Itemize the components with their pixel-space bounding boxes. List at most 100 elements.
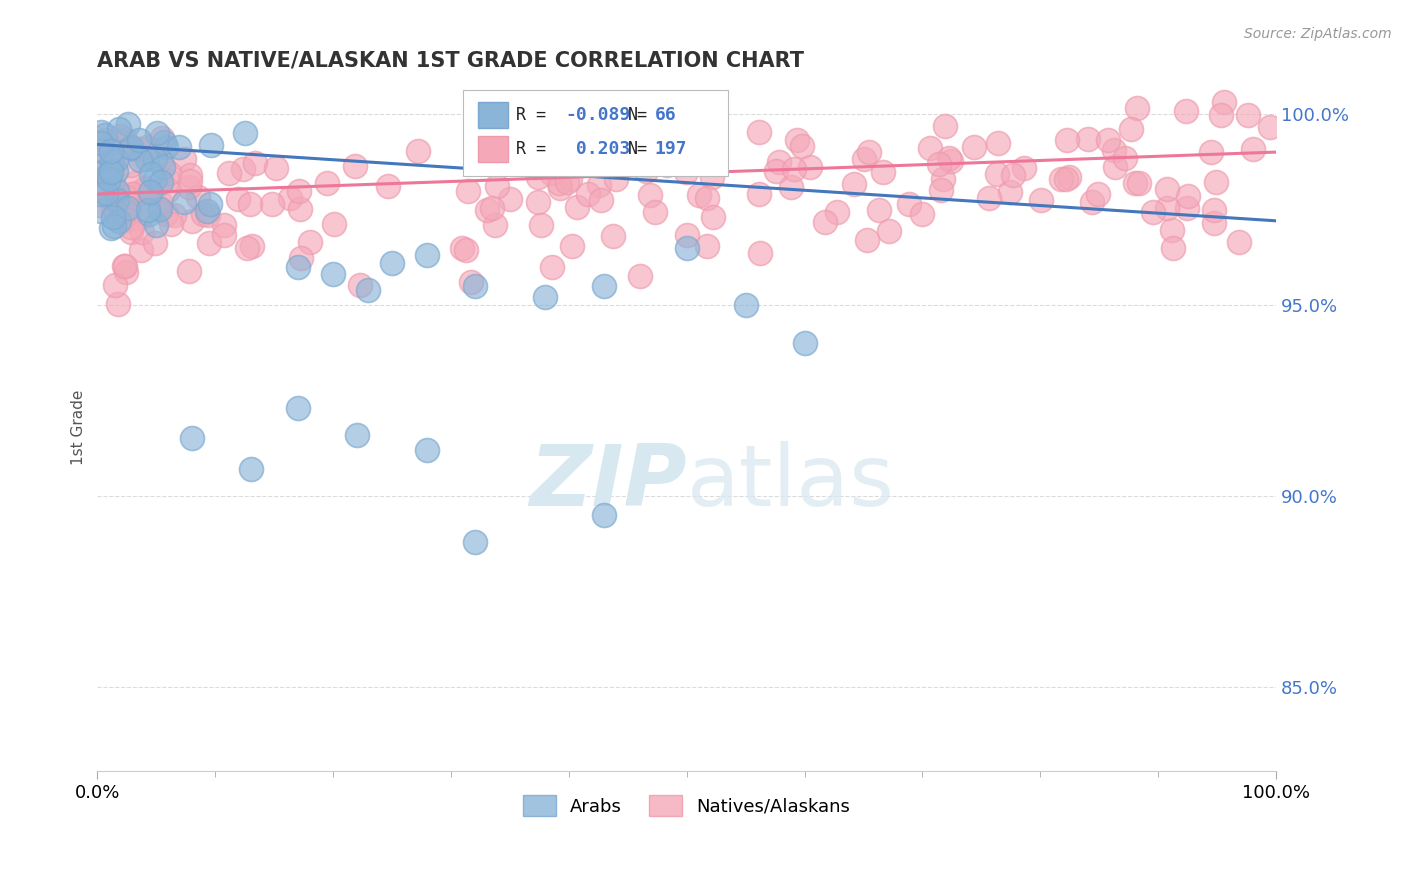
Point [1142,204,1164,219]
Point [1199,145,1222,160]
Point [98,137,121,152]
Point [177,179,200,194]
Point [780,180,803,194]
Point [128,142,150,156]
Point [101,153,124,168]
Point [233,126,256,140]
Point [1175,202,1198,216]
Point [1202,217,1225,231]
Point [872,164,894,178]
Point [134,180,156,194]
Point [120,158,142,172]
Text: R =: R = [516,106,546,124]
Point [644,204,666,219]
Point [128,133,150,147]
Point [825,205,848,219]
Point [181,214,204,228]
Point [90,136,112,151]
Point [200,138,222,153]
Point [155,207,177,221]
Point [131,225,153,239]
Point [1001,168,1024,182]
Point [1057,169,1080,184]
Point [558,172,581,186]
Point [288,202,311,216]
Point [287,401,309,415]
Point [541,260,564,274]
Point [636,163,658,178]
Point [1114,151,1136,165]
Point [101,211,124,225]
Point [460,276,482,290]
Point [115,212,138,227]
Point [1081,194,1104,209]
Point [287,260,309,274]
Point [104,153,127,168]
Point [343,159,366,173]
Point [1241,142,1264,156]
Point [159,166,181,180]
Point [212,228,235,243]
Point [688,188,710,202]
Point [1156,182,1178,196]
Point [97,171,120,186]
Text: ZIP: ZIP [529,441,686,524]
Point [484,218,506,232]
Point [986,167,1008,181]
Point [107,214,129,228]
Point [530,218,553,232]
Point [1202,203,1225,218]
Point [560,239,582,253]
Point [93,164,115,178]
FancyBboxPatch shape [478,102,508,128]
Point [765,163,787,178]
Point [128,153,150,168]
Point [1156,202,1178,216]
Point [218,166,240,180]
Text: 66: 66 [655,106,676,124]
Point [457,184,479,198]
Point [97,168,120,182]
Point [121,186,143,201]
Point [558,140,581,154]
Point [93,128,115,142]
Point [179,169,201,183]
Point [118,140,141,154]
Point [226,192,249,206]
Point [100,193,122,207]
Point [1031,193,1053,207]
Point [696,239,718,253]
Point [987,136,1010,150]
Point [1212,95,1234,110]
Point [1209,108,1232,122]
Point [1077,132,1099,146]
Point [212,218,235,232]
Point [540,166,562,180]
Point [145,153,167,167]
Point [125,186,148,200]
Text: ARAB VS NATIVE/ALASKAN 1ST GRADE CORRELATION CHART: ARAB VS NATIVE/ALASKAN 1ST GRADE CORRELA… [97,51,804,70]
Point [260,197,283,211]
Point [485,179,508,194]
Point [748,186,770,201]
Point [676,228,699,243]
Point [593,508,616,522]
Point [323,217,346,231]
Point [149,194,172,209]
Point [239,462,262,476]
Point [567,200,589,214]
Point [1227,235,1250,249]
Point [1012,161,1035,176]
Point [120,140,142,154]
Point [107,297,129,311]
Point [94,186,117,200]
Point [1205,175,1227,189]
Point [153,136,176,150]
Point [583,141,606,155]
Point [408,144,430,158]
Point [90,165,112,179]
Point [938,151,960,165]
Point [576,187,599,202]
Point [527,194,550,209]
Point [122,142,145,156]
